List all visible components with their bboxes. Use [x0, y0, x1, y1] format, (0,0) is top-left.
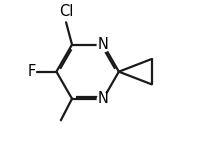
Text: N: N	[97, 91, 108, 106]
Text: N: N	[97, 37, 108, 52]
Text: F: F	[27, 64, 35, 79]
Text: Cl: Cl	[59, 4, 73, 19]
